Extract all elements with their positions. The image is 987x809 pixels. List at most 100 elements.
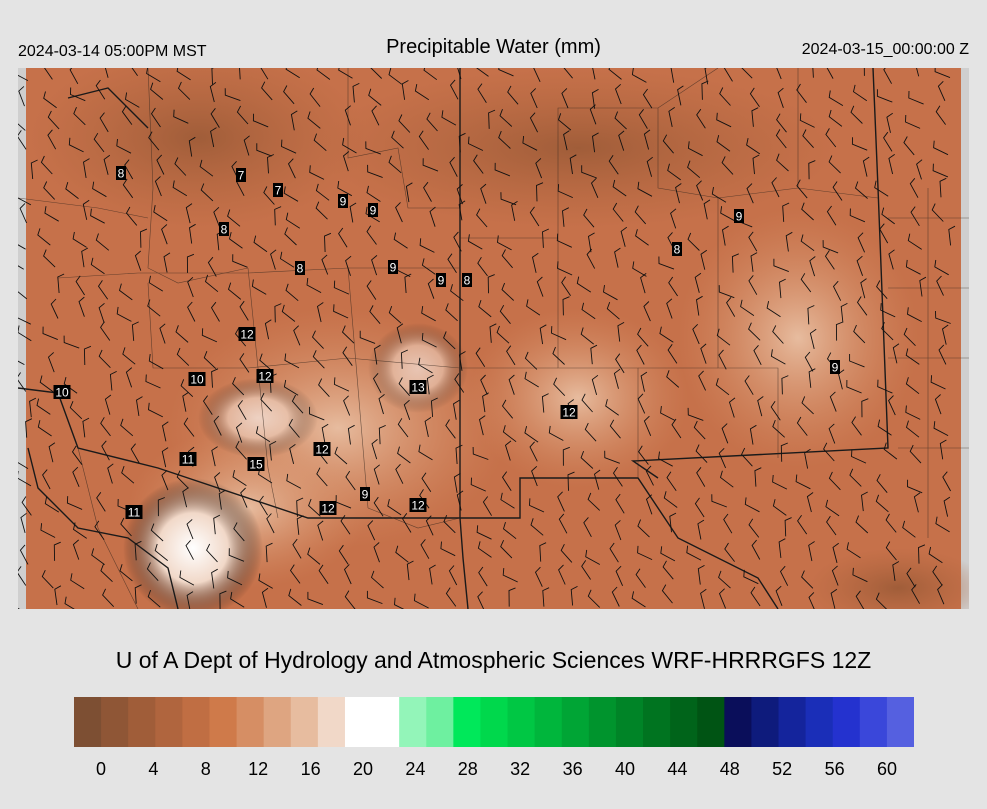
wind-barb bbox=[453, 399, 460, 420]
wind-barb bbox=[47, 110, 60, 130]
wind-barb bbox=[182, 391, 189, 412]
colorbar-tick-label: 20 bbox=[352, 759, 374, 779]
wind-barb bbox=[828, 471, 841, 491]
wind-barb bbox=[494, 162, 511, 177]
wind-barb bbox=[828, 423, 836, 444]
wind-barb bbox=[851, 137, 868, 151]
wind-barb bbox=[825, 499, 840, 517]
wind-barb bbox=[612, 202, 624, 222]
wind-barb bbox=[338, 227, 348, 248]
wind-barb bbox=[635, 229, 649, 246]
wind-barb bbox=[283, 186, 299, 202]
wind-barb bbox=[47, 352, 55, 373]
wind-barb bbox=[148, 354, 164, 370]
wind-barb bbox=[695, 444, 708, 463]
wind-barb bbox=[400, 349, 408, 369]
wind-barb bbox=[237, 400, 247, 420]
wind-barb bbox=[185, 203, 193, 224]
wind-barb bbox=[852, 84, 868, 102]
wind-barb bbox=[692, 323, 700, 345]
colorbar-swatch bbox=[643, 697, 671, 747]
station-label-bg bbox=[409, 498, 427, 512]
precipitable-water-map: 8 7 7 9 9 8 8 9 9 8 9 8 12 10 12 10 13 12 9 11 15 12 9 12 12 11 bbox=[18, 68, 969, 609]
wind-barb bbox=[65, 181, 79, 199]
wind-barb bbox=[43, 249, 56, 268]
wind-barb bbox=[855, 515, 869, 534]
wind-barb bbox=[397, 446, 411, 464]
wind-barb bbox=[214, 472, 221, 493]
wind-barb bbox=[643, 301, 651, 322]
wind-barb bbox=[316, 68, 331, 80]
wind-barb bbox=[771, 177, 780, 198]
wind-barb bbox=[561, 88, 569, 109]
wind-barb bbox=[18, 190, 32, 206]
wind-barb bbox=[583, 517, 592, 538]
wind-barb bbox=[640, 273, 647, 294]
colorbar-tick-label: 0 bbox=[95, 759, 107, 779]
wind-barb bbox=[620, 226, 628, 247]
wind-barb bbox=[931, 203, 944, 222]
wind-barb bbox=[718, 285, 735, 299]
wind-barb bbox=[403, 399, 411, 420]
wind-barb bbox=[121, 465, 135, 484]
wind-barb bbox=[751, 107, 759, 127]
wind-barb bbox=[832, 181, 843, 201]
wind-barb bbox=[318, 564, 329, 585]
wind-barb bbox=[159, 323, 166, 344]
wind-barb bbox=[189, 223, 196, 244]
station-value-label: 9 bbox=[390, 261, 397, 275]
wind-barb bbox=[905, 114, 921, 129]
wind-barb bbox=[748, 518, 760, 538]
wind-barb bbox=[668, 107, 675, 127]
wind-barb bbox=[98, 302, 105, 324]
wind-barb bbox=[53, 541, 61, 561]
wind-barb bbox=[831, 565, 839, 586]
wind-barb bbox=[41, 570, 54, 589]
wind-barb bbox=[828, 90, 844, 106]
wind-barb bbox=[121, 105, 133, 125]
wind-barb bbox=[536, 276, 544, 297]
wind-barb bbox=[535, 158, 543, 179]
wind-barb bbox=[748, 322, 761, 341]
wind-barb bbox=[590, 344, 598, 365]
wind-barb bbox=[371, 439, 378, 460]
colorbar-tick-label: 44 bbox=[667, 759, 688, 779]
wind-barb bbox=[373, 464, 380, 485]
wind-barb bbox=[592, 132, 599, 153]
station-value-label: 11 bbox=[182, 453, 195, 467]
wind-barb bbox=[286, 473, 302, 489]
wind-barb bbox=[453, 473, 461, 493]
wind-barb bbox=[219, 590, 227, 609]
wind-barb bbox=[256, 143, 272, 157]
wind-barb bbox=[343, 564, 352, 585]
wind-barb bbox=[671, 418, 682, 439]
station-label-bg bbox=[295, 261, 305, 275]
wind-barb bbox=[207, 256, 217, 277]
wind-barb bbox=[933, 140, 949, 156]
wind-barb bbox=[609, 419, 621, 439]
station-value-label: 13 bbox=[411, 381, 425, 395]
wind-barb bbox=[69, 401, 83, 420]
wind-barb bbox=[44, 68, 53, 80]
wind-barb bbox=[366, 185, 381, 202]
wind-barb bbox=[881, 207, 895, 225]
station-label-bg bbox=[313, 442, 331, 456]
wind-barb bbox=[321, 254, 329, 275]
wind-barb bbox=[21, 496, 32, 516]
valid-time-utc: 2024-03-15_00:00:00 Z bbox=[801, 41, 969, 58]
wind-barb bbox=[18, 74, 29, 81]
wind-barb bbox=[808, 160, 816, 180]
wind-barb bbox=[18, 566, 27, 586]
wind-barb bbox=[716, 134, 731, 152]
wind-barb bbox=[942, 471, 951, 492]
wind-barb bbox=[66, 496, 83, 510]
station-value-label: 9 bbox=[362, 488, 369, 502]
wind-barb bbox=[806, 492, 814, 513]
wind-barb bbox=[809, 328, 817, 350]
wind-barb bbox=[584, 422, 597, 442]
wind-barb bbox=[721, 423, 729, 444]
wind-barb bbox=[711, 494, 727, 508]
wind-barb bbox=[309, 87, 321, 107]
wind-barb bbox=[892, 343, 900, 364]
wind-barb bbox=[581, 165, 597, 179]
